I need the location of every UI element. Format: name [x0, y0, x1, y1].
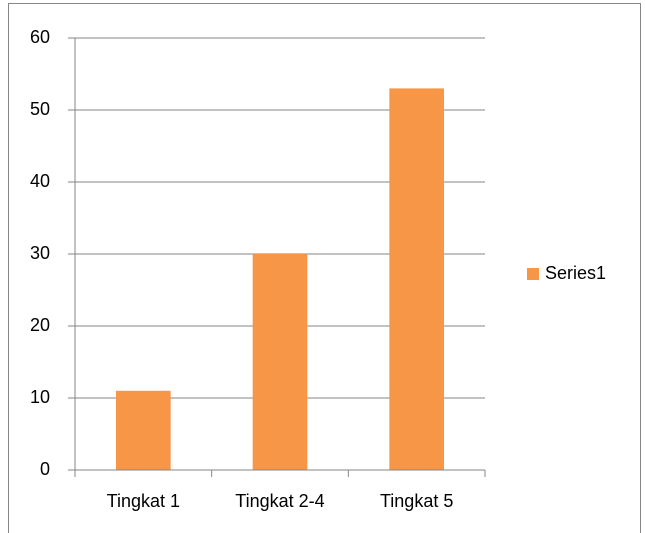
legend-label: Series1	[545, 263, 606, 283]
y-tick-label: 10	[30, 387, 50, 407]
legend-swatch	[527, 268, 539, 280]
y-tick-label: 30	[30, 243, 50, 263]
x-tick-label: Tingkat 1	[107, 491, 180, 511]
y-tick-label: 60	[30, 27, 50, 47]
x-tick-label: Tingkat 5	[380, 491, 453, 511]
y-tick-label: 40	[30, 171, 50, 191]
chart-border	[8, 3, 641, 533]
y-tick-label: 20	[30, 315, 50, 335]
y-tick-label: 50	[30, 99, 50, 119]
y-tick-label: 0	[40, 459, 50, 479]
bar	[116, 390, 171, 470]
bar	[252, 254, 308, 470]
x-tick-label: Tingkat 2-4	[235, 491, 324, 511]
bar	[389, 88, 444, 471]
